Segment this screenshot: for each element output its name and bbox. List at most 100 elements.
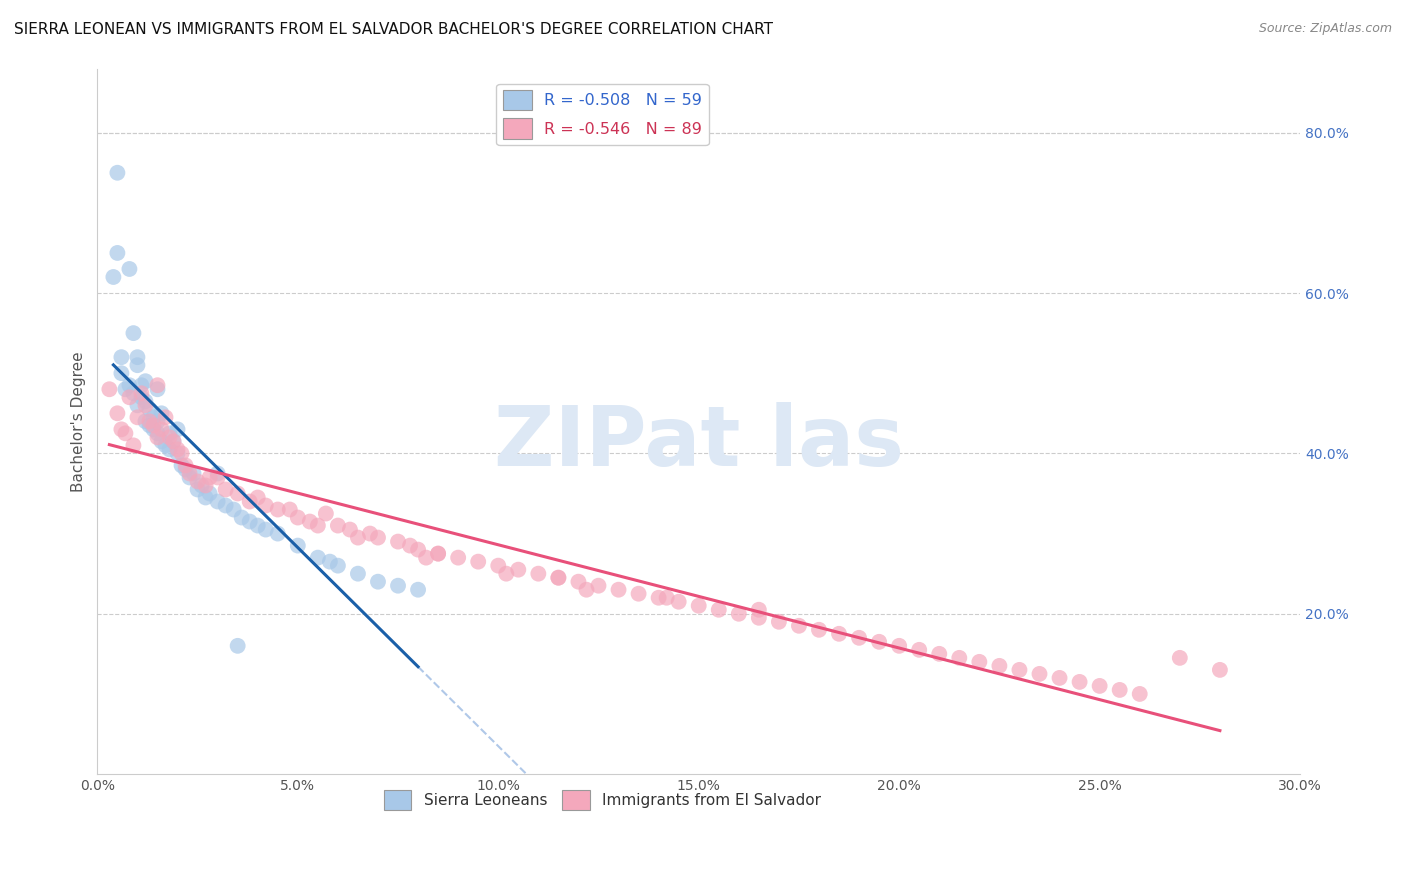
Point bbox=[267, 502, 290, 516]
Point bbox=[688, 599, 710, 613]
Point bbox=[387, 579, 409, 593]
Point bbox=[254, 523, 277, 537]
Point bbox=[194, 491, 217, 505]
Point bbox=[134, 374, 156, 388]
Point bbox=[127, 358, 149, 372]
Point bbox=[427, 547, 450, 561]
Point bbox=[190, 478, 212, 492]
Point bbox=[239, 494, 262, 508]
Point bbox=[246, 491, 269, 505]
Point bbox=[146, 430, 169, 444]
Point bbox=[174, 458, 197, 473]
Point bbox=[948, 651, 970, 665]
Point bbox=[170, 458, 193, 473]
Point bbox=[367, 574, 389, 589]
Point bbox=[198, 470, 221, 484]
Point bbox=[105, 166, 128, 180]
Text: SIERRA LEONEAN VS IMMIGRANTS FROM EL SALVADOR BACHELOR'S DEGREE CORRELATION CHAR: SIERRA LEONEAN VS IMMIGRANTS FROM EL SAL… bbox=[14, 22, 773, 37]
Point bbox=[187, 483, 209, 497]
Point bbox=[1008, 663, 1031, 677]
Point bbox=[110, 350, 132, 364]
Point bbox=[179, 470, 201, 484]
Point bbox=[162, 434, 184, 449]
Point bbox=[315, 507, 337, 521]
Point bbox=[287, 539, 309, 553]
Point bbox=[142, 422, 165, 436]
Point bbox=[399, 539, 422, 553]
Point bbox=[486, 558, 509, 573]
Point bbox=[146, 414, 169, 428]
Point bbox=[567, 574, 589, 589]
Point bbox=[828, 627, 851, 641]
Point bbox=[131, 390, 153, 404]
Point bbox=[159, 442, 181, 457]
Point bbox=[387, 534, 409, 549]
Point bbox=[1069, 674, 1091, 689]
Point bbox=[575, 582, 598, 597]
Point bbox=[114, 426, 136, 441]
Point bbox=[807, 623, 830, 637]
Point bbox=[1209, 663, 1232, 677]
Point bbox=[326, 558, 349, 573]
Point bbox=[787, 619, 810, 633]
Point bbox=[326, 518, 349, 533]
Point bbox=[1088, 679, 1111, 693]
Point bbox=[127, 410, 149, 425]
Point bbox=[298, 515, 321, 529]
Y-axis label: Bachelor's Degree: Bachelor's Degree bbox=[72, 351, 86, 491]
Point bbox=[508, 563, 530, 577]
Point bbox=[347, 531, 370, 545]
Point bbox=[969, 655, 991, 669]
Point bbox=[988, 658, 1011, 673]
Point bbox=[159, 426, 181, 441]
Point bbox=[319, 555, 342, 569]
Point bbox=[727, 607, 749, 621]
Point bbox=[131, 386, 153, 401]
Point bbox=[1168, 651, 1191, 665]
Point bbox=[246, 518, 269, 533]
Point bbox=[278, 502, 301, 516]
Point bbox=[131, 378, 153, 392]
Point bbox=[908, 643, 931, 657]
Point bbox=[367, 531, 389, 545]
Point bbox=[547, 571, 569, 585]
Point bbox=[134, 394, 156, 409]
Point bbox=[146, 382, 169, 396]
Point bbox=[347, 566, 370, 581]
Point bbox=[159, 430, 181, 444]
Point bbox=[138, 418, 160, 433]
Point bbox=[848, 631, 870, 645]
Point bbox=[162, 434, 184, 449]
Point bbox=[142, 418, 165, 433]
Point bbox=[427, 547, 450, 561]
Point bbox=[155, 438, 177, 452]
Text: ZIPat las: ZIPat las bbox=[494, 402, 904, 483]
Point bbox=[447, 550, 470, 565]
Point bbox=[122, 386, 145, 401]
Point bbox=[214, 483, 236, 497]
Point bbox=[1108, 682, 1130, 697]
Point bbox=[170, 446, 193, 460]
Point bbox=[155, 410, 177, 425]
Point bbox=[226, 639, 249, 653]
Point bbox=[267, 526, 290, 541]
Point bbox=[146, 378, 169, 392]
Point bbox=[146, 426, 169, 441]
Point bbox=[415, 550, 437, 565]
Point bbox=[627, 587, 650, 601]
Point bbox=[207, 494, 229, 508]
Point bbox=[339, 523, 361, 537]
Point bbox=[110, 366, 132, 380]
Point bbox=[118, 378, 141, 392]
Point bbox=[118, 390, 141, 404]
Point bbox=[359, 526, 381, 541]
Point bbox=[207, 467, 229, 481]
Point bbox=[226, 486, 249, 500]
Point bbox=[239, 515, 262, 529]
Point bbox=[406, 542, 429, 557]
Point bbox=[307, 518, 329, 533]
Point bbox=[150, 406, 173, 420]
Point bbox=[655, 591, 678, 605]
Point bbox=[928, 647, 950, 661]
Point bbox=[166, 422, 188, 436]
